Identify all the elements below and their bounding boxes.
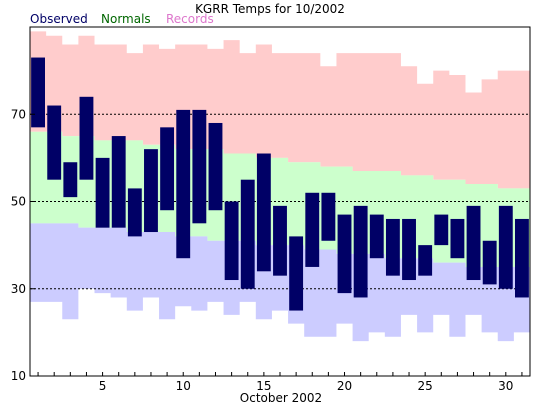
x-tick-label-25: 25 (418, 379, 433, 393)
observed-bar-day-12 (208, 122, 223, 211)
observed-bar-day-7 (127, 188, 142, 237)
observed-bar-day-2 (47, 105, 62, 180)
observed-bar-day-17 (289, 236, 304, 311)
observed-bar-day-19 (321, 192, 336, 241)
observed-bars (31, 57, 529, 311)
observed-bar-day-16 (273, 205, 287, 276)
chart-title: KGRR Temps for 10/2002 (195, 2, 345, 16)
observed-bar-day-18 (305, 192, 320, 267)
observed-bar-day-13 (224, 201, 239, 281)
observed-bar-day-15 (256, 153, 271, 272)
x-axis-label: October 2002 (240, 391, 322, 405)
observed-bar-day-25 (418, 245, 433, 276)
observed-bar-day-1 (31, 57, 45, 128)
observed-bar-day-14 (240, 179, 255, 289)
gridlines (30, 113, 530, 290)
observed-bar-day-8 (144, 149, 158, 233)
legend-records: Records (166, 12, 214, 26)
observed-bar-day-9 (160, 127, 175, 211)
observed-bar-day-10 (176, 109, 191, 259)
observed-bar-day-5 (95, 157, 110, 228)
observed-bar-day-24 (402, 218, 416, 281)
legend-normals: Normals (101, 12, 151, 26)
x-tick-label-20: 20 (337, 379, 352, 393)
y-tick-label-10: 10 (11, 369, 26, 383)
observed-bar-day-30 (498, 205, 513, 289)
x-tick-label-15: 15 (256, 379, 271, 393)
observed-bar-day-31 (515, 218, 529, 298)
record-high-band (30, 31, 530, 189)
y-tick-label-70: 70 (11, 107, 26, 121)
observed-bar-day-4 (79, 96, 94, 180)
observed-bar-day-27 (450, 218, 465, 259)
observed-bar-day-22 (369, 214, 384, 259)
observed-bar-day-28 (466, 205, 481, 281)
observed-bar-day-21 (353, 205, 368, 298)
observed-bar-day-6 (111, 136, 126, 228)
x-tick-label-30: 30 (498, 379, 513, 393)
observed-bar-day-23 (385, 218, 400, 276)
x-tick-label-10: 10 (176, 379, 191, 393)
observed-bar-day-20 (337, 214, 352, 294)
observed-bar-day-29 (482, 240, 497, 285)
axes: 10 30 50 70 5 10 15 20 25 30 (11, 26, 531, 393)
x-tick-label-5: 5 (99, 379, 107, 393)
record-low-band (30, 223, 530, 342)
observed-bar-day-26 (434, 214, 449, 246)
y-tick-label-30: 30 (11, 282, 26, 296)
legend-observed: Observed (30, 12, 88, 26)
observed-bar-day-3 (63, 162, 78, 198)
observed-bar-day-11 (192, 109, 207, 224)
y-tick-label-50: 50 (11, 195, 26, 209)
